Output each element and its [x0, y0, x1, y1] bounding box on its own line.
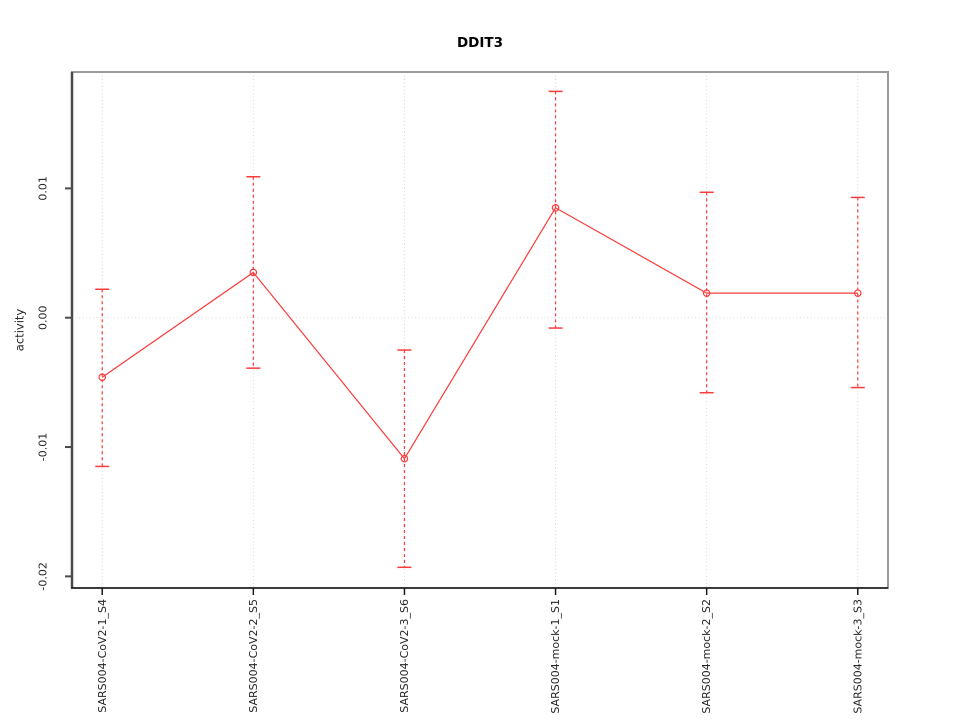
x-tick-label: SARS004-CoV2-1_S4 [96, 599, 109, 713]
data-point-marker [249, 268, 258, 277]
y-axis-label: activity [13, 309, 27, 352]
data-point-marker [98, 373, 107, 382]
x-tick-label: SARS004-mock-3_S3 [851, 599, 864, 714]
x-tick-label: SARS004-mock-2_S2 [700, 599, 713, 714]
data-point-marker [702, 289, 711, 297]
y-tick-label: -0.01 [37, 433, 50, 461]
data-point-marker [853, 289, 862, 297]
plot-border [71, 71, 889, 589]
y-tick-label: 0.00 [37, 305, 50, 330]
x-tick-label: SARS004-mock-1_S1 [549, 599, 562, 714]
x-tick-label: SARS004-CoV2-2_S5 [247, 599, 260, 713]
data-point-marker [400, 454, 409, 463]
y-tick-label: 0.01 [37, 176, 50, 201]
chart-title: DDIT3 [457, 35, 503, 51]
data-point-marker [551, 203, 560, 212]
x-tick-label: SARS004-CoV2-3_S6 [398, 599, 411, 713]
y-tick-label: -0.02 [37, 562, 50, 590]
series-line [101, 206, 858, 460]
